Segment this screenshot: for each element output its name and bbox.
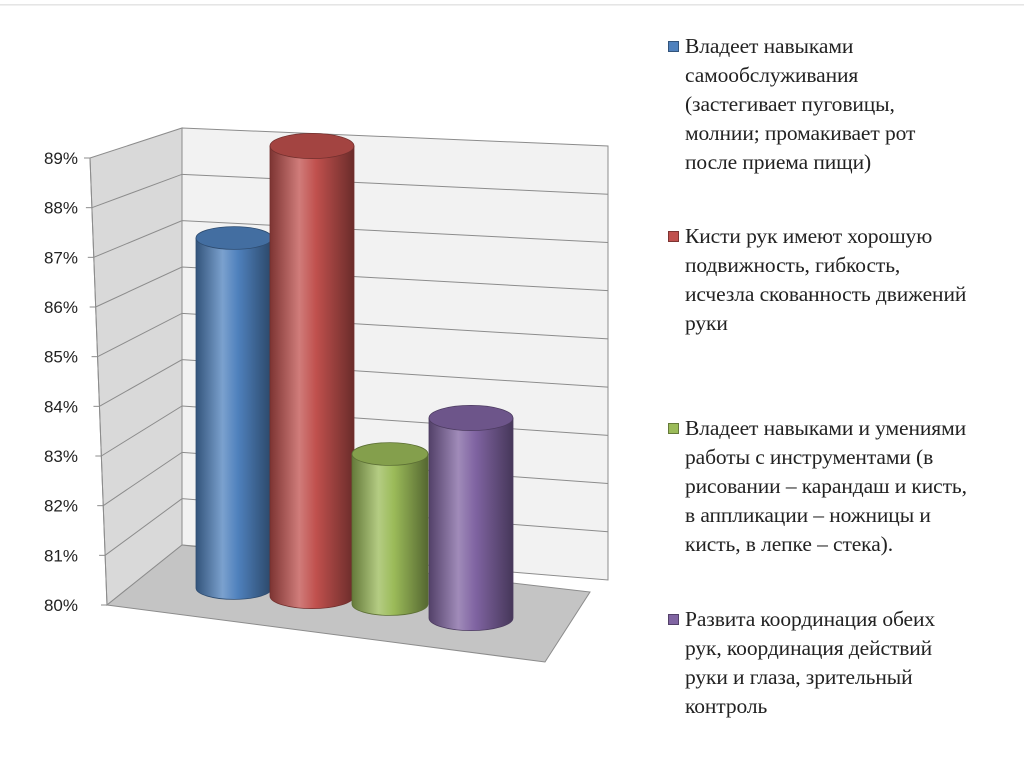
bar-body (428, 417, 514, 631)
legend-item-3: Владеет навыками и умениями работы с инс… (668, 414, 1024, 559)
legend-label-4: Развита координация обеих рук, координац… (685, 607, 936, 718)
gridline (99, 359, 609, 407)
bar-3 (351, 442, 429, 616)
y-tick-label: 84% (44, 397, 78, 416)
legend-swatch-3 (668, 423, 679, 434)
bar-body (195, 237, 273, 600)
bar-top (428, 404, 514, 431)
gridline (93, 220, 609, 258)
bar-1 (195, 226, 273, 600)
legend-swatch-4 (668, 614, 679, 625)
bars (195, 132, 514, 631)
legend-label-1: Владеет навыками самообслуживания (засте… (685, 34, 916, 174)
y-tick-label: 88% (44, 199, 78, 218)
y-tick-label: 86% (44, 298, 78, 317)
legend-swatch-2 (668, 231, 679, 242)
y-tick-label: 85% (44, 348, 78, 367)
top-rule (0, 4, 1024, 6)
gridline (95, 266, 609, 308)
legend-swatch-1 (668, 41, 679, 52)
y-tick-label: 89% (44, 149, 78, 168)
y-tick-label: 80% (44, 596, 78, 615)
y-axis: 80% 81% 82% 83% 84% 85% 86% 87% 88% 89% (44, 149, 108, 615)
legend-item-2: Кисти рук имеют хорошую подвижность, гиб… (668, 222, 1024, 338)
bar-body (351, 453, 429, 616)
y-tick-label: 87% (44, 248, 78, 267)
gridline (97, 312, 609, 358)
y-tick-label: 83% (44, 447, 78, 466)
legend-label-2: Кисти рук имеют хорошую подвижность, гиб… (685, 224, 967, 335)
gridline (91, 173, 609, 209)
bar-4 (428, 404, 514, 631)
bar-body (269, 145, 355, 609)
bar-top (351, 442, 429, 466)
legend-item-4: Развита координация обеих рук, координац… (668, 605, 1024, 721)
y-tick-label: 81% (44, 546, 78, 565)
y-axis-line (89, 157, 108, 606)
legend-label-3: Владеет навыками и умениями работы с инс… (685, 416, 967, 556)
bar-top (195, 226, 273, 250)
legend-item-1: Владеет навыками самообслуживания (засте… (668, 32, 1024, 177)
bar-top (269, 132, 355, 159)
y-tick-label: 82% (44, 497, 78, 516)
bar-2 (269, 132, 355, 609)
